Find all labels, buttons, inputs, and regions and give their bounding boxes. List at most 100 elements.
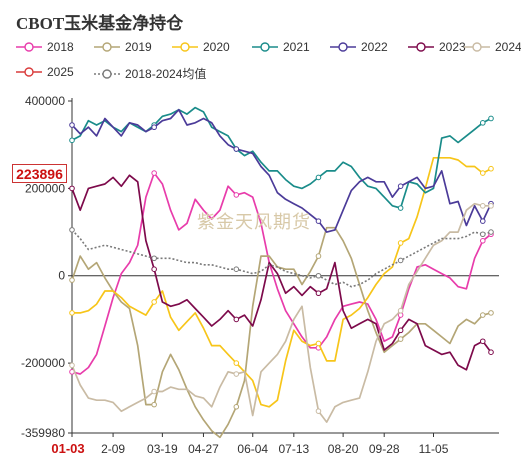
series-point-2020 — [397, 240, 404, 246]
legend-marker-icon — [330, 42, 356, 52]
series-point-2018-2024均值 — [69, 227, 75, 233]
y-tick-label: -200000 — [21, 356, 65, 370]
legend-item-2024[interactable]: 2024 — [464, 40, 521, 54]
y-tick-label: 200000 — [25, 181, 65, 195]
series-line-2021 — [71, 106, 492, 209]
series-point-2021 — [479, 120, 486, 126]
series-point-2023 — [488, 349, 494, 355]
series-line-2024 — [71, 202, 491, 423]
legend-label: 2024 — [495, 40, 521, 54]
x-tick-label: 11-05 — [419, 442, 449, 456]
legend-item-2019[interactable]: 2019 — [94, 40, 152, 54]
legend-marker-icon — [408, 42, 434, 52]
watermark: 紫金天风期货 — [197, 212, 311, 233]
x-tick-label: 09-28 — [369, 442, 400, 456]
legend-item-2018[interactable]: 2018 — [16, 40, 74, 54]
series-point-2019 — [233, 403, 240, 410]
series-point-2023 — [397, 327, 404, 334]
series-point-2018-2024均值 — [479, 231, 486, 238]
legend-item-2020[interactable]: 2020 — [172, 40, 230, 54]
legend-marker-icon — [94, 42, 120, 52]
series-point-2022 — [151, 124, 157, 131]
series-point-2018 — [233, 192, 240, 198]
legend-item-2021[interactable]: 2021 — [252, 40, 310, 54]
legend-marker-icon — [16, 42, 42, 52]
series-point-2018-2024均值 — [397, 257, 404, 264]
legend-marker-icon — [464, 42, 490, 52]
x-tick-label: 03-19 — [147, 442, 178, 456]
series-point-2020 — [315, 340, 322, 347]
series-point-2018 — [151, 170, 157, 176]
series-line-2022 — [71, 108, 492, 233]
series-point-2023 — [315, 290, 322, 297]
series-line-2023 — [71, 174, 492, 371]
series-point-2019 — [151, 401, 157, 408]
x-tick-label: 06-04 — [237, 442, 268, 456]
legend-marker-icon — [16, 67, 42, 77]
legend-label: 2022 — [361, 40, 388, 54]
series-point-2021 — [488, 115, 494, 122]
legend-item-2025[interactable]: 2025 — [16, 65, 74, 79]
series-point-2022 — [315, 218, 322, 224]
series-point-2024 — [315, 408, 322, 414]
legend-item-2023[interactable]: 2023 — [408, 40, 466, 54]
legend-marker-icon — [172, 42, 198, 52]
series-point-2018-2024均值 — [233, 266, 240, 272]
series-point-2024 — [69, 362, 75, 369]
legend-label: 2021 — [283, 40, 310, 54]
series-point-2023 — [69, 185, 75, 192]
series-point-2021 — [69, 137, 75, 144]
legend-label: 2020 — [203, 40, 230, 54]
series-point-2023 — [233, 316, 240, 323]
series-point-2019 — [397, 336, 404, 342]
series-point-2020 — [69, 310, 75, 316]
series-point-2019 — [479, 312, 486, 318]
y-tick-label: 0 — [58, 269, 65, 283]
series-point-2020 — [488, 165, 494, 172]
series-line-2020 — [72, 156, 492, 408]
series-point-2018-2024均值 — [488, 229, 494, 235]
legend-item-2022[interactable]: 2022 — [330, 40, 388, 54]
series-point-2024 — [397, 307, 404, 314]
x-tick-label: 07-13 — [278, 442, 309, 456]
legend-label: 2019 — [125, 40, 152, 54]
series-point-2018-2024均值 — [151, 255, 157, 262]
series-point-2024 — [151, 388, 157, 395]
series-point-2019 — [315, 253, 322, 259]
series-point-2024 — [233, 371, 240, 377]
legend-marker-icon — [94, 68, 120, 79]
series-point-2020 — [233, 360, 240, 366]
series-line-2018-2024均值 — [71, 229, 492, 288]
legend-label: 2018 — [47, 40, 74, 54]
legend-label: 2018-2024均值 — [125, 67, 207, 81]
series-point-2019 — [69, 277, 75, 283]
series-point-2022 — [479, 218, 486, 224]
series-point-2018-2024均值 — [315, 272, 322, 279]
series-point-2021 — [315, 174, 322, 181]
series-point-2023 — [479, 338, 486, 345]
x-tick-label: 08-20 — [328, 442, 359, 456]
series-point-2022 — [69, 122, 75, 128]
series-point-2020 — [479, 170, 486, 176]
series-point-2022 — [397, 183, 404, 189]
series-point-2022 — [233, 146, 240, 152]
legend-label: 2025 — [47, 65, 74, 79]
series-point-2020 — [151, 299, 157, 305]
series-point-2024 — [479, 203, 486, 209]
legend-label: 2023 — [439, 40, 466, 54]
x-tick-label: 2-09 — [101, 442, 125, 456]
chart-title: CBOT玉米基金净持仓 — [16, 14, 184, 33]
x-tick-label: 04-27 — [188, 442, 219, 456]
series-point-2019 — [488, 310, 494, 316]
series-point-2018 — [479, 237, 486, 244]
x-tick-label: 01-03 — [51, 441, 84, 456]
y-tick-label: -359980 — [21, 426, 65, 440]
legend-item-2018-2024均值[interactable]: 2018-2024均值 — [94, 65, 206, 82]
series-point-2021 — [397, 205, 404, 211]
series-line-2018 — [71, 172, 492, 375]
series-line-2019 — [71, 226, 492, 439]
y-tick-label: 400000 — [25, 94, 65, 108]
legend-marker-icon — [252, 42, 278, 52]
series-point-2024 — [488, 203, 494, 209]
